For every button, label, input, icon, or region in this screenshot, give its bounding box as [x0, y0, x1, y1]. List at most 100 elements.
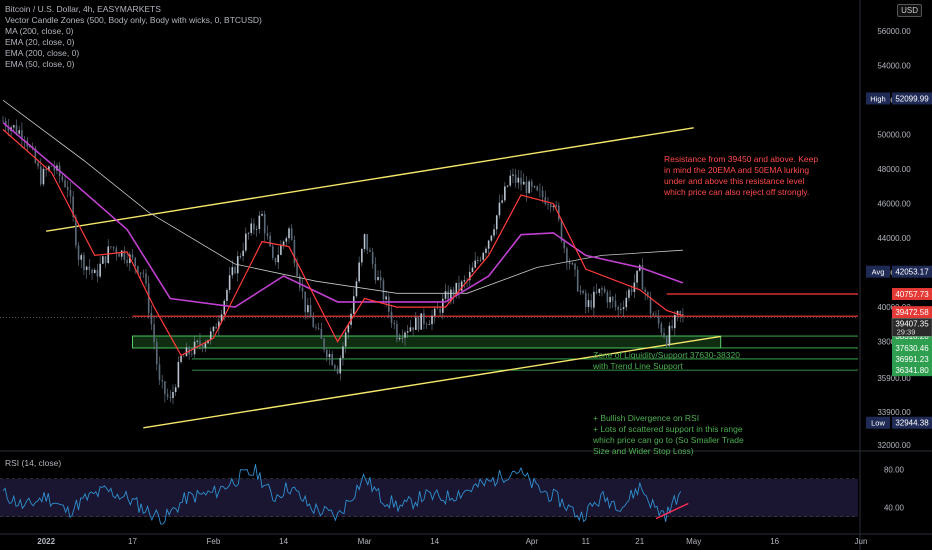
candle-body	[682, 314, 684, 316]
indicator-ema20[interactable]: EMA (20, close, 0)	[5, 37, 75, 47]
candle-body	[226, 289, 228, 301]
candle-body	[293, 239, 296, 264]
divergence-note-line: + Lots of scattered support in this rang…	[593, 424, 743, 434]
candle-body	[352, 296, 355, 314]
candle-body	[288, 228, 290, 239]
candle-body	[123, 250, 126, 260]
candle-body	[474, 260, 476, 268]
time-tick-label: 14	[430, 537, 439, 546]
candle-body	[655, 315, 657, 316]
indicator-ma200[interactable]: MA (200, close, 0)	[5, 26, 74, 36]
candle-body	[490, 235, 493, 241]
candle-body	[231, 267, 234, 276]
candle-body	[120, 250, 123, 257]
candle-body	[487, 240, 490, 249]
candle-body	[255, 229, 258, 230]
time-tick-label: Feb	[207, 537, 221, 546]
candle-body	[83, 255, 85, 270]
countdown-text: 29:39	[897, 327, 916, 336]
indicator-vector-candle-zones[interactable]: Vector Candle Zones (500, Body only, Bod…	[5, 15, 262, 25]
candle-body	[358, 262, 360, 282]
currency-button[interactable]: USD	[897, 4, 922, 17]
candle-body	[12, 125, 15, 128]
candle-body	[412, 327, 414, 331]
candle-body	[158, 364, 161, 381]
candle-body	[196, 340, 199, 342]
candle-body	[644, 289, 646, 293]
level-badge-text: 39472.58	[895, 308, 929, 317]
candle-body	[369, 250, 371, 252]
resistance-note: Resistance from 39450 and above. Keep in…	[664, 154, 818, 198]
candle-body	[155, 342, 158, 365]
current-price-text: 39407.35	[895, 319, 929, 328]
candle-body	[506, 185, 509, 187]
candle-body	[493, 229, 495, 236]
candle-body	[495, 215, 498, 230]
time-tick-label: 17	[128, 537, 137, 546]
time-tick-label: May	[686, 537, 701, 546]
candle-body	[61, 176, 64, 181]
high-badge-tag	[866, 92, 890, 105]
candle-body	[649, 297, 652, 314]
candle-body	[620, 309, 622, 310]
time-tick-label: 16	[770, 537, 779, 546]
candle-body	[444, 291, 447, 299]
candle-body	[7, 126, 10, 131]
symbol-title[interactable]: Bitcoin / U.S. Dollar, 4h, EASYMARKETS	[5, 4, 161, 14]
candle-body	[379, 277, 382, 281]
candle-body	[409, 327, 412, 332]
indicator-ema50[interactable]: EMA (50, close, 0)	[5, 59, 75, 69]
time-tick-label: Mar	[358, 537, 372, 546]
candle-body	[388, 296, 390, 312]
upper-trendline	[46, 127, 694, 232]
candle-body	[102, 256, 104, 264]
level-badge	[892, 352, 932, 365]
resistance-note-line: in mind the 20EMA and 50EMA lurking	[664, 165, 810, 175]
lower-trendline	[143, 335, 721, 429]
price-tick-label: 35900.00	[877, 374, 911, 383]
candle-body	[336, 368, 339, 374]
candle-body	[528, 181, 530, 194]
zone-note: Zone of Liquidity/Support 37630-38320 wi…	[593, 350, 740, 372]
chart-legend: Bitcoin / U.S. Dollar, 4h, EASYMARKETS V…	[5, 4, 262, 70]
ema20-line	[2, 129, 684, 357]
candle-body	[628, 289, 630, 298]
candle-body	[185, 347, 188, 357]
candle-body	[182, 356, 185, 357]
indicator-ema200[interactable]: EMA (200, close, 0)	[5, 48, 80, 58]
candle-body	[298, 275, 301, 288]
candle-body	[423, 313, 425, 325]
candle-body	[75, 217, 77, 246]
level-badge	[892, 341, 932, 354]
candle-body	[630, 289, 633, 292]
low-badge	[892, 416, 932, 429]
candle-body	[296, 263, 298, 276]
candle-body	[609, 296, 611, 303]
price-tick-label: 56000.00	[877, 27, 911, 36]
time-tick-label: Jun	[855, 537, 868, 546]
rsi-legend[interactable]: RSI (14, close)	[5, 458, 62, 468]
candle-body	[93, 269, 96, 274]
candle-body	[34, 148, 37, 163]
candle-body	[463, 280, 466, 282]
candle-body	[479, 259, 482, 261]
candle-body	[477, 260, 479, 261]
avg-badge-tag-text: Avg	[872, 268, 885, 277]
candle-body	[552, 206, 555, 208]
candle-body	[53, 166, 56, 171]
candle-body	[172, 391, 174, 399]
candle-body	[153, 324, 155, 343]
candle-body	[169, 396, 172, 399]
candle-body	[522, 181, 525, 185]
candle-body	[450, 289, 452, 302]
candle-body	[520, 177, 522, 185]
candle-body	[304, 291, 306, 313]
candle-body	[50, 166, 53, 167]
candle-body	[509, 175, 512, 186]
candle-body	[315, 327, 317, 329]
candle-body	[191, 354, 193, 355]
candle-body	[390, 311, 393, 323]
candle-body	[339, 358, 342, 374]
candle-body	[512, 174, 514, 176]
